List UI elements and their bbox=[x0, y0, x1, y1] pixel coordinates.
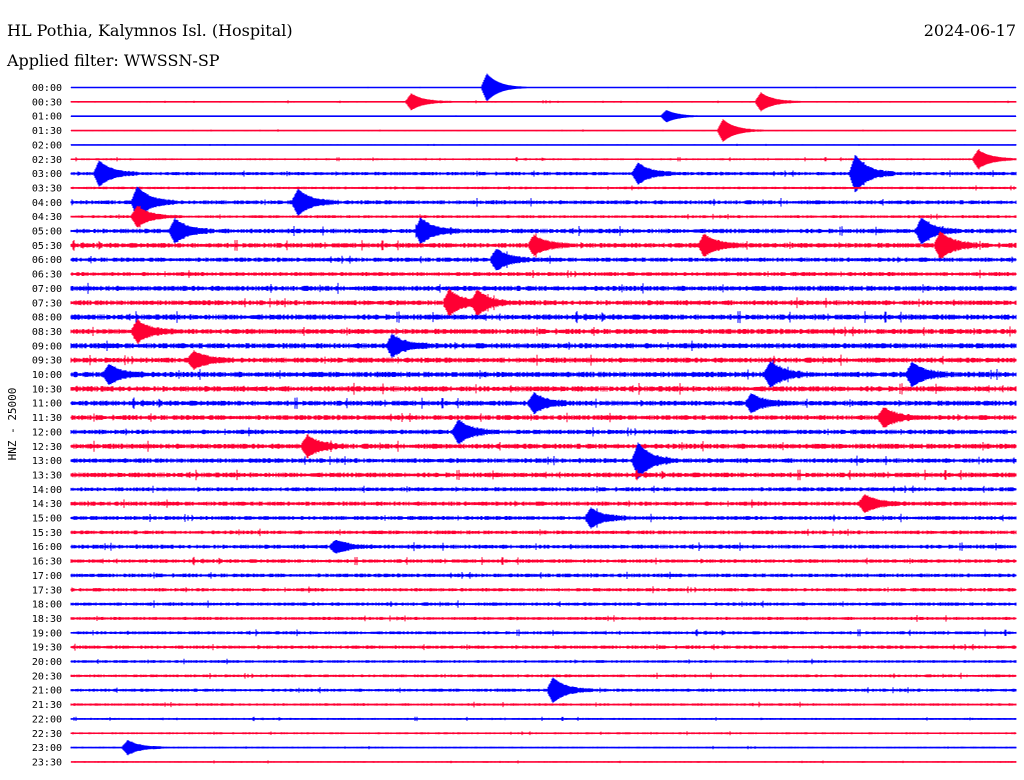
time-tick-label: 15:00 bbox=[32, 514, 62, 525]
time-tick-label: 09:00 bbox=[32, 341, 62, 352]
time-tick-label: 12:00 bbox=[32, 427, 62, 438]
time-tick-label: 16:00 bbox=[32, 542, 62, 553]
time-tick-label: 11:00 bbox=[32, 399, 62, 410]
time-tick-label: 18:00 bbox=[32, 600, 62, 611]
station-title: HL Pothia, Kalymnos Isl. (Hospital) bbox=[7, 21, 293, 40]
y-axis-label: HNZ - 25000 bbox=[6, 388, 19, 461]
time-tick-label: 21:30 bbox=[32, 700, 62, 711]
time-tick-label: 17:00 bbox=[32, 571, 62, 582]
time-tick-label: 19:00 bbox=[32, 628, 62, 639]
time-tick-label: 08:30 bbox=[32, 327, 62, 338]
time-tick-label: 06:30 bbox=[32, 270, 62, 281]
time-tick-label: 11:30 bbox=[32, 413, 62, 424]
time-tick-label: 04:00 bbox=[32, 198, 62, 209]
time-tick-label: 15:30 bbox=[32, 528, 62, 539]
time-tick-label: 13:00 bbox=[32, 456, 62, 467]
time-tick-label: 05:30 bbox=[32, 241, 62, 252]
time-tick-label: 20:30 bbox=[32, 671, 62, 682]
time-tick-label: 23:30 bbox=[32, 757, 62, 768]
time-tick-label: 03:00 bbox=[32, 169, 62, 180]
time-labels: 00:00 00:30 01:00 01:30 02:00 02:30 03:00 03:30… bbox=[32, 83, 62, 768]
time-tick-label: 16:30 bbox=[32, 557, 62, 568]
time-tick-label: 22:30 bbox=[32, 729, 62, 740]
time-tick-label: 20:00 bbox=[32, 657, 62, 668]
time-tick-label: 17:30 bbox=[32, 585, 62, 596]
traces bbox=[70, 73, 1017, 764]
time-tick-label: 00:00 bbox=[32, 83, 62, 94]
time-tick-label: 03:30 bbox=[32, 183, 62, 194]
filter-label: Applied filter: WWSSN-SP bbox=[6, 51, 220, 70]
time-tick-label: 01:00 bbox=[32, 112, 62, 123]
time-tick-label: 01:30 bbox=[32, 126, 62, 137]
time-tick-label: 13:30 bbox=[32, 470, 62, 481]
time-tick-label: 07:00 bbox=[32, 284, 62, 295]
time-tick-label: 14:00 bbox=[32, 485, 62, 496]
time-tick-label: 19:30 bbox=[32, 643, 62, 654]
time-tick-label: 00:30 bbox=[32, 97, 62, 108]
time-tick-label: 10:30 bbox=[32, 384, 62, 395]
time-tick-label: 12:30 bbox=[32, 442, 62, 453]
time-tick-label: 07:30 bbox=[32, 298, 62, 309]
date-label: 2024-06-17 bbox=[924, 21, 1016, 40]
time-tick-label: 02:00 bbox=[32, 140, 62, 151]
time-tick-label: 02:30 bbox=[32, 155, 62, 166]
time-tick-label: 08:00 bbox=[32, 313, 62, 324]
time-tick-label: 22:00 bbox=[32, 714, 62, 725]
time-tick-label: 04:30 bbox=[32, 212, 62, 223]
time-tick-label: 21:00 bbox=[32, 686, 62, 697]
time-tick-label: 14:30 bbox=[32, 499, 62, 510]
time-tick-label: 23:00 bbox=[32, 743, 62, 754]
time-tick-label: 09:30 bbox=[32, 356, 62, 367]
time-tick-label: 05:00 bbox=[32, 227, 62, 238]
time-tick-label: 18:30 bbox=[32, 614, 62, 625]
time-tick-label: 06:00 bbox=[32, 255, 62, 266]
time-tick-label: 10:00 bbox=[32, 370, 62, 381]
